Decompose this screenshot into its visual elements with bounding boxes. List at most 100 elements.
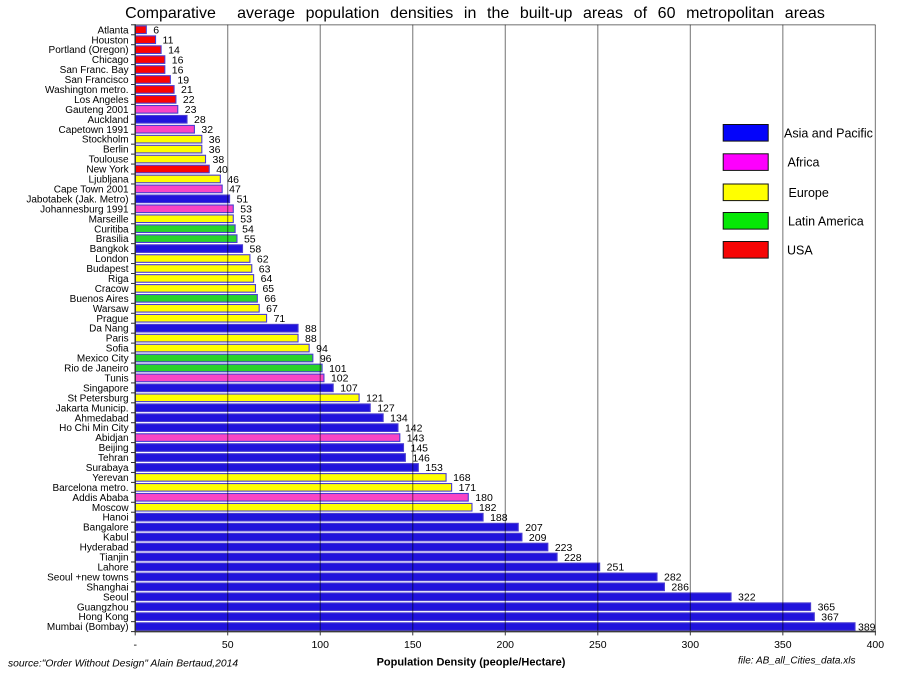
svg-text:Africa: Africa bbox=[788, 156, 820, 170]
svg-text:101: 101 bbox=[329, 363, 347, 375]
svg-text:182: 182 bbox=[479, 502, 497, 514]
svg-text:Ahmedabad: Ahmedabad bbox=[75, 413, 129, 424]
svg-text:Jabotabek (Jak. Metro): Jabotabek (Jak. Metro) bbox=[26, 194, 128, 205]
svg-text:Kabul: Kabul bbox=[103, 533, 129, 544]
svg-text:11: 11 bbox=[163, 35, 174, 47]
svg-text:San Franc. Bay: San Franc. Bay bbox=[60, 65, 129, 76]
svg-text:Tianjin: Tianjin bbox=[100, 553, 129, 564]
svg-text:180: 180 bbox=[475, 492, 493, 504]
svg-text:Berlin: Berlin bbox=[103, 145, 129, 156]
svg-text:22: 22 bbox=[183, 94, 195, 106]
svg-text:Moscow: Moscow bbox=[92, 503, 129, 514]
svg-text:San Francisco: San Francisco bbox=[65, 75, 129, 86]
svg-text:322: 322 bbox=[738, 592, 756, 604]
svg-text:Prague: Prague bbox=[96, 314, 129, 325]
svg-text:Guangzhou: Guangzhou bbox=[77, 602, 129, 613]
svg-text:19: 19 bbox=[177, 74, 189, 86]
svg-text:Bangalore: Bangalore bbox=[83, 523, 129, 534]
svg-text:150: 150 bbox=[404, 639, 422, 651]
svg-text:400: 400 bbox=[867, 639, 885, 651]
svg-text:250: 250 bbox=[589, 639, 607, 651]
svg-text:142: 142 bbox=[405, 422, 423, 434]
svg-text:Seoul +new towns: Seoul +new towns bbox=[47, 572, 128, 583]
svg-text:65: 65 bbox=[262, 283, 274, 295]
svg-text:102: 102 bbox=[331, 373, 349, 385]
svg-text:58: 58 bbox=[250, 243, 262, 255]
svg-text:Paris: Paris bbox=[106, 334, 129, 345]
svg-text:Abidjan: Abidjan bbox=[95, 433, 128, 444]
svg-text:St Petersburg: St Petersburg bbox=[67, 393, 128, 404]
svg-text:Asia and Pacific: Asia and Pacific bbox=[784, 126, 873, 140]
svg-text:Cracow: Cracow bbox=[95, 284, 130, 295]
svg-text:USA: USA bbox=[787, 243, 813, 257]
svg-text:36: 36 bbox=[209, 134, 221, 146]
svg-text:Ho Chi Min City: Ho Chi Min City bbox=[59, 423, 128, 434]
svg-text:Curitiba: Curitiba bbox=[94, 224, 129, 235]
svg-text:Marseille: Marseille bbox=[89, 214, 129, 225]
svg-text:New York: New York bbox=[86, 165, 129, 176]
svg-text:file: AB_all_Cities_data.xls: file: AB_all_Cities_data.xls bbox=[738, 656, 855, 667]
svg-text:32: 32 bbox=[201, 124, 213, 136]
svg-text:145: 145 bbox=[411, 442, 429, 454]
svg-text:Los Angeles: Los Angeles bbox=[74, 95, 129, 106]
svg-text:96: 96 bbox=[320, 353, 332, 365]
svg-text:127: 127 bbox=[377, 403, 395, 415]
svg-text:153: 153 bbox=[425, 462, 443, 474]
svg-text:143: 143 bbox=[407, 432, 425, 444]
svg-text:Houston: Houston bbox=[91, 35, 128, 46]
svg-text:40: 40 bbox=[216, 164, 228, 176]
svg-text:Johannesburg 1991: Johannesburg 1991 bbox=[40, 204, 129, 215]
svg-text:228: 228 bbox=[564, 552, 582, 564]
svg-text:121: 121 bbox=[366, 393, 384, 405]
svg-text:-: - bbox=[133, 639, 137, 651]
svg-text:Hanoi: Hanoi bbox=[102, 513, 128, 524]
svg-text:50: 50 bbox=[222, 639, 234, 651]
svg-text:Toulouse: Toulouse bbox=[89, 155, 129, 166]
svg-text:Auckland: Auckland bbox=[87, 115, 128, 126]
svg-text:Latin America: Latin America bbox=[788, 214, 864, 228]
svg-text:Riga: Riga bbox=[108, 274, 129, 285]
svg-text:28: 28 bbox=[194, 114, 206, 126]
svg-text:Capetown 1991: Capetown 1991 bbox=[59, 125, 129, 136]
svg-text:171: 171 bbox=[459, 482, 477, 494]
svg-text:188: 188 bbox=[490, 512, 508, 524]
svg-text:63: 63 bbox=[259, 263, 271, 275]
svg-text:200: 200 bbox=[497, 639, 515, 651]
svg-text:223: 223 bbox=[555, 542, 573, 554]
svg-text:Seoul: Seoul bbox=[103, 592, 129, 603]
svg-text:Tehran: Tehran bbox=[98, 453, 129, 464]
svg-text:Hyderabad: Hyderabad bbox=[80, 543, 129, 554]
svg-text:71: 71 bbox=[274, 313, 286, 325]
svg-text:Sofia: Sofia bbox=[106, 344, 129, 355]
svg-text:88: 88 bbox=[305, 323, 317, 335]
svg-text:350: 350 bbox=[774, 639, 792, 651]
svg-text:Beijing: Beijing bbox=[99, 443, 129, 454]
svg-text:66: 66 bbox=[264, 293, 276, 305]
svg-text:46: 46 bbox=[227, 174, 239, 186]
svg-text:286: 286 bbox=[671, 582, 689, 594]
svg-text:Mumbai (Bombay): Mumbai (Bombay) bbox=[47, 622, 129, 633]
svg-text:Portland (Oregon): Portland (Oregon) bbox=[49, 45, 129, 56]
svg-text:38: 38 bbox=[213, 154, 225, 166]
svg-text:251: 251 bbox=[607, 562, 625, 574]
svg-text:Warsaw: Warsaw bbox=[93, 304, 130, 315]
svg-text:207: 207 bbox=[525, 522, 543, 534]
svg-text:Surabaya: Surabaya bbox=[86, 463, 129, 474]
svg-text:source:"Order Without Design": source:"Order Without Design" Alain Bert… bbox=[8, 659, 238, 670]
svg-text:Bangkok: Bangkok bbox=[90, 244, 130, 255]
svg-text:367: 367 bbox=[821, 611, 839, 623]
svg-text:21: 21 bbox=[181, 84, 193, 96]
svg-text:94: 94 bbox=[316, 343, 328, 355]
svg-text:389: 389 bbox=[858, 621, 876, 633]
svg-text:100: 100 bbox=[311, 639, 329, 651]
svg-text:Ljubljana: Ljubljana bbox=[89, 175, 129, 186]
svg-text:Singapore: Singapore bbox=[83, 383, 129, 394]
svg-text:168: 168 bbox=[453, 472, 471, 484]
svg-text:Mexico City: Mexico City bbox=[77, 354, 129, 365]
svg-text:Cape Town 2001: Cape Town 2001 bbox=[54, 184, 129, 195]
svg-text:Yerevan: Yerevan bbox=[92, 473, 128, 484]
svg-text:Chicago: Chicago bbox=[92, 55, 129, 66]
svg-text:51: 51 bbox=[237, 194, 249, 206]
svg-text:Stockholm: Stockholm bbox=[82, 135, 129, 146]
svg-text:54: 54 bbox=[242, 224, 254, 236]
